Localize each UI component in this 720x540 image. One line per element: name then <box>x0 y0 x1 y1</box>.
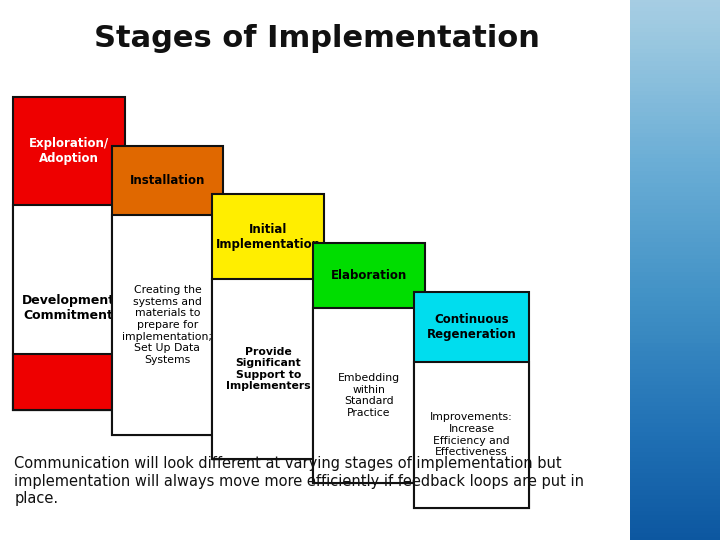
Bar <box>414 362 529 508</box>
Text: Stages of Implementation: Stages of Implementation <box>94 24 540 53</box>
Text: Development
Commitment: Development Commitment <box>22 294 115 322</box>
Text: Exploration/
Adoption: Exploration/ Adoption <box>29 137 109 165</box>
Text: Embedding
within
Standard
Practice: Embedding within Standard Practice <box>338 373 400 418</box>
Text: Creating the
systems and
materials to
prepare for
implementation;
Set Up Data
Sy: Creating the systems and materials to pr… <box>122 285 212 364</box>
Bar <box>212 194 324 459</box>
Text: Improvements:
Increase
Efficiency and
Effectiveness: Improvements: Increase Efficiency and Ef… <box>431 413 513 457</box>
Text: Installation: Installation <box>130 174 205 187</box>
Bar <box>414 292 529 508</box>
Text: Provide
Significant
Support to
Implementers: Provide Significant Support to Implement… <box>226 347 310 392</box>
Text: Initial
Implementation: Initial Implementation <box>216 222 320 251</box>
Bar <box>13 354 125 410</box>
Text: Communication will look different at varying stages of implementation but
implem: Communication will look different at var… <box>14 456 585 506</box>
Bar <box>112 146 223 435</box>
Bar <box>13 97 125 410</box>
Bar <box>313 308 425 483</box>
Bar <box>13 205 125 410</box>
Bar <box>212 279 324 459</box>
Bar <box>112 215 223 435</box>
Text: Elaboration: Elaboration <box>331 269 407 282</box>
Text: Continuous
Regeneration: Continuous Regeneration <box>427 313 516 341</box>
Bar <box>313 243 425 483</box>
